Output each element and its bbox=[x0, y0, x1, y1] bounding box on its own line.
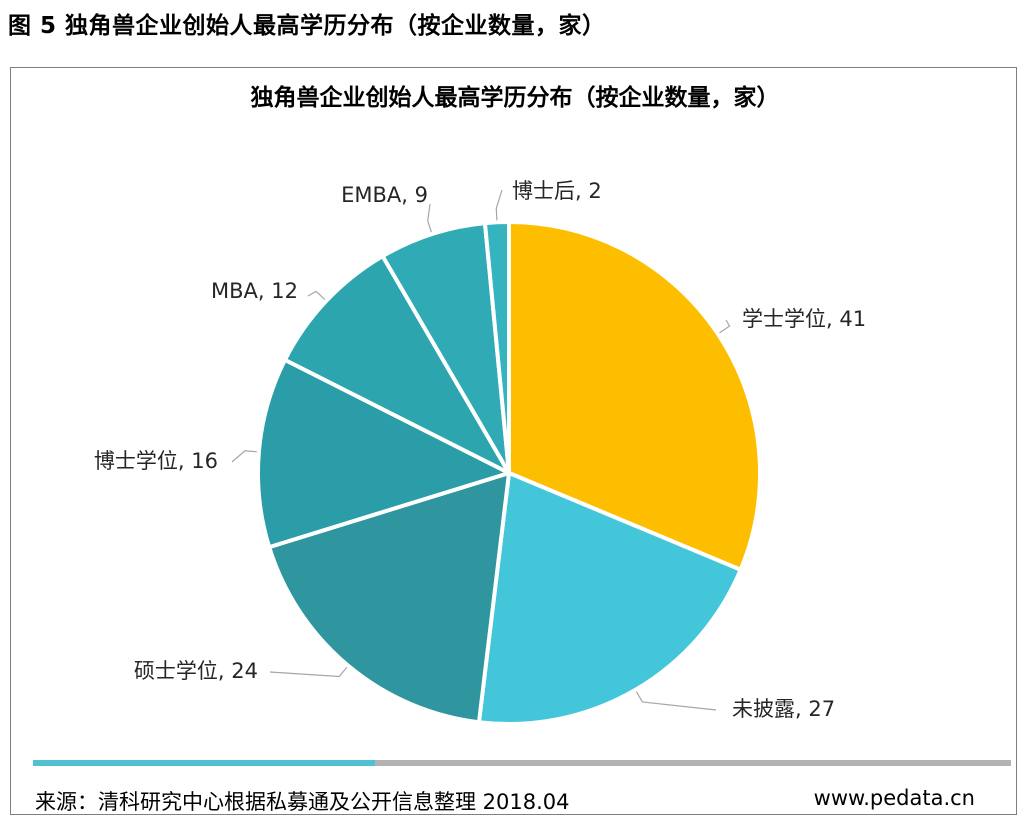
scroll-progress-fill bbox=[33, 760, 376, 766]
leader-line-6 bbox=[427, 203, 432, 233]
leader-line-7 bbox=[495, 189, 503, 221]
pie-label-3: 硕士学位, 24 bbox=[134, 659, 258, 683]
leader-line-4 bbox=[231, 450, 257, 463]
leader-line-5 bbox=[307, 290, 326, 300]
pie-label-2: 未披露, 27 bbox=[732, 697, 835, 721]
pie-slice-4[interactable] bbox=[256, 357, 511, 550]
pie-slice-3[interactable] bbox=[267, 471, 511, 725]
website-link[interactable]: www.pedata.cn bbox=[813, 786, 975, 810]
scroll-progress-track[interactable] bbox=[33, 760, 1011, 766]
pie-slice-1[interactable] bbox=[507, 220, 762, 572]
pie-label-1: 学士学位, 41 bbox=[742, 307, 866, 331]
pie-label-5: MBA, 12 bbox=[211, 279, 298, 303]
pie-label-4: 博士学位, 16 bbox=[94, 449, 218, 473]
pie-label-7: 博士后, 2 bbox=[512, 179, 602, 203]
pie-slice-7[interactable] bbox=[482, 220, 511, 475]
pie-slice-6[interactable] bbox=[380, 221, 511, 475]
figure-title: 图 5 独角兽企业创始人最高学历分布（按企业数量，家） bbox=[8, 13, 606, 39]
pie-slice-5[interactable] bbox=[282, 254, 511, 475]
leader-line-1 bbox=[719, 319, 731, 334]
source-note: 来源：清科研究中心根据私募通及公开信息整理 2018.04 bbox=[35, 790, 570, 814]
leader-line-2 bbox=[635, 691, 717, 711]
chart-title: 独角兽企业创始人最高学历分布（按企业数量，家） bbox=[250, 85, 780, 111]
pie-slice-2[interactable] bbox=[476, 471, 743, 726]
leader-line-3 bbox=[269, 666, 348, 678]
pie-label-6: EMBA, 9 bbox=[341, 183, 428, 207]
